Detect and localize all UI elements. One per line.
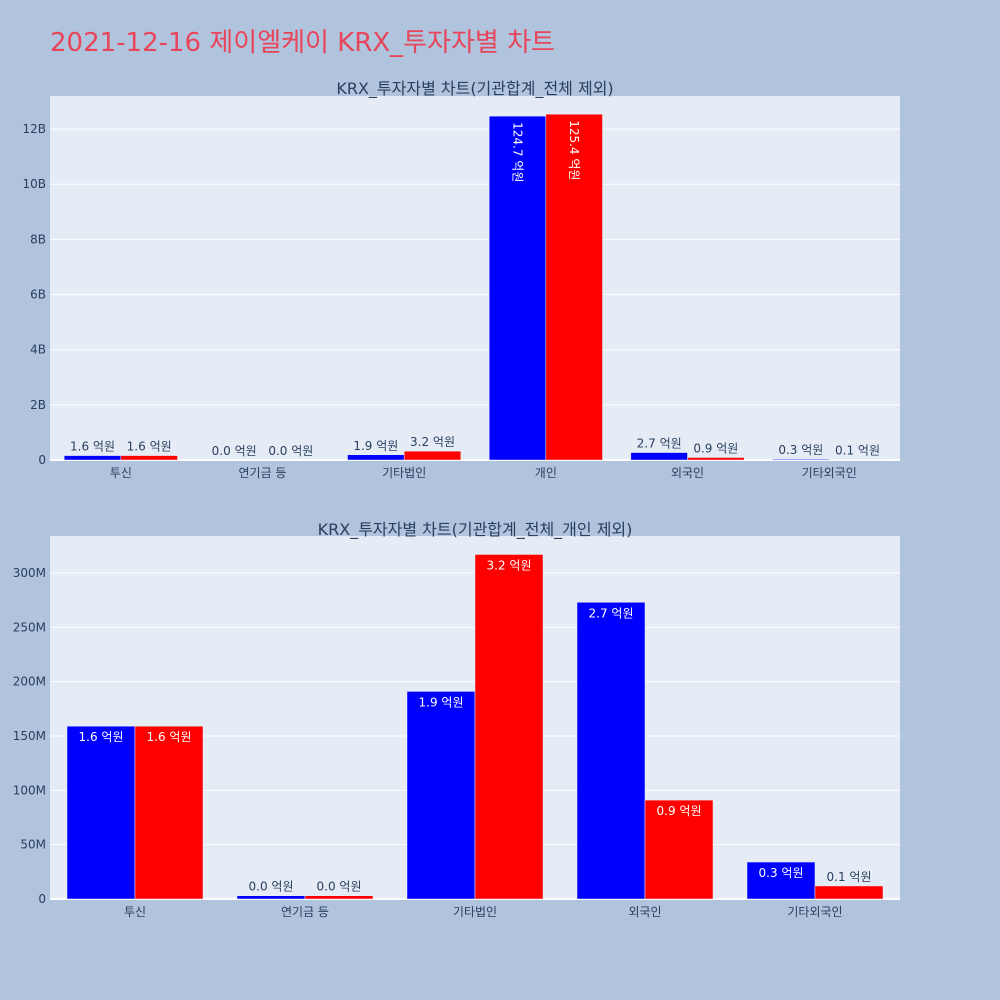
x-tick-label: 연기금 등 <box>281 905 329 919</box>
data-label: 0.0 억원 <box>249 880 294 894</box>
data-label: 3.2 억원 <box>410 435 455 449</box>
bar <box>746 861 816 900</box>
x-tick-label: 기타외국인 <box>802 466 857 480</box>
bar <box>630 452 688 461</box>
y-tick-label: 6B <box>30 288 46 302</box>
y-tick-label: 4B <box>30 343 46 357</box>
y-tick-label: 200M <box>13 675 46 689</box>
bar <box>236 895 306 900</box>
bar <box>687 457 745 461</box>
data-label: 1.6 억원 <box>70 440 115 454</box>
x-tick-label: 투신 <box>110 466 132 480</box>
x-tick-label: 기타외국인 <box>787 905 842 919</box>
plot-area <box>50 96 900 460</box>
bar <box>474 554 544 900</box>
x-tick-label: 연기금 등 <box>239 466 287 480</box>
data-label: 1.6 억원 <box>147 730 192 744</box>
chart-top: KRX_투자자별 차트(기관합계_전체 제외) 0 2B 4B 6B 8B 10B 12B 투신… <box>22 79 900 480</box>
x-tick-label: 외국인 <box>628 905 661 919</box>
x-tick-label: 기타법인 <box>382 466 426 480</box>
y-tick-label: 10B <box>22 177 46 191</box>
bar <box>545 113 603 461</box>
data-label: 1.6 억원 <box>127 440 172 454</box>
data-label: 3.2 억원 <box>487 558 532 572</box>
data-label: 1.6 억원 <box>79 730 124 744</box>
y-tick-label: 0 <box>38 892 46 906</box>
bar <box>403 450 462 461</box>
bar <box>304 895 374 900</box>
y-tick-label: 150M <box>13 729 46 743</box>
y-tick-label: 250M <box>13 620 46 634</box>
bar <box>66 725 136 900</box>
y-tick-label: 2B <box>30 398 46 412</box>
chart-bottom: KRX_투자자별 차트(기관합계_전체_개인 제외) 0 50M 100M 150M 20… <box>13 520 900 919</box>
data-label: 0.1 억원 <box>827 870 872 884</box>
y-tick-label: 12B <box>22 122 46 136</box>
bar <box>576 602 646 900</box>
data-label: 0.3 억원 <box>759 866 804 880</box>
x-tick-label: 투신 <box>124 905 146 919</box>
data-label: 1.9 억원 <box>353 439 398 453</box>
bar <box>814 885 884 900</box>
data-label: 0.9 억원 <box>657 804 702 818</box>
x-tick-label: 외국인 <box>671 466 704 480</box>
data-label: 2.7 억원 <box>589 606 634 620</box>
bar <box>406 691 476 900</box>
data-label: 0.0 억원 <box>268 444 313 458</box>
y-tick-label: 300M <box>13 566 46 580</box>
data-label: 125.4 억원 <box>567 120 581 180</box>
x-tick-label: 개인 <box>535 466 557 480</box>
page-title: 2021-12-16 제이엘케이 KRX_투자자별 차트 <box>50 28 555 58</box>
data-label: 1.9 억원 <box>419 695 464 709</box>
chart-title: KRX_투자자별 차트(기관합계_전체_개인 제외) <box>318 520 633 540</box>
data-label: 0.9 억원 <box>693 442 738 456</box>
data-label: 0.0 억원 <box>317 880 362 894</box>
chart-title: KRX_투자자별 차트(기관합계_전체 제외) <box>336 79 613 99</box>
bar <box>120 455 178 461</box>
y-tick-label: 100M <box>13 783 46 797</box>
data-label: 0.0 억원 <box>212 444 257 458</box>
y-tick-label: 8B <box>30 232 46 246</box>
bar <box>644 799 714 900</box>
bar <box>134 725 204 900</box>
data-label: 124.7 억원 <box>511 122 525 182</box>
data-label: 0.3 억원 <box>778 443 823 457</box>
y-tick-label: 0 <box>38 453 46 467</box>
data-label: 2.7 억원 <box>637 437 682 451</box>
x-tick-label: 기타법인 <box>453 905 497 919</box>
data-label: 0.1 억원 <box>835 444 880 458</box>
y-tick-label: 50M <box>20 838 46 852</box>
bar <box>488 115 547 461</box>
